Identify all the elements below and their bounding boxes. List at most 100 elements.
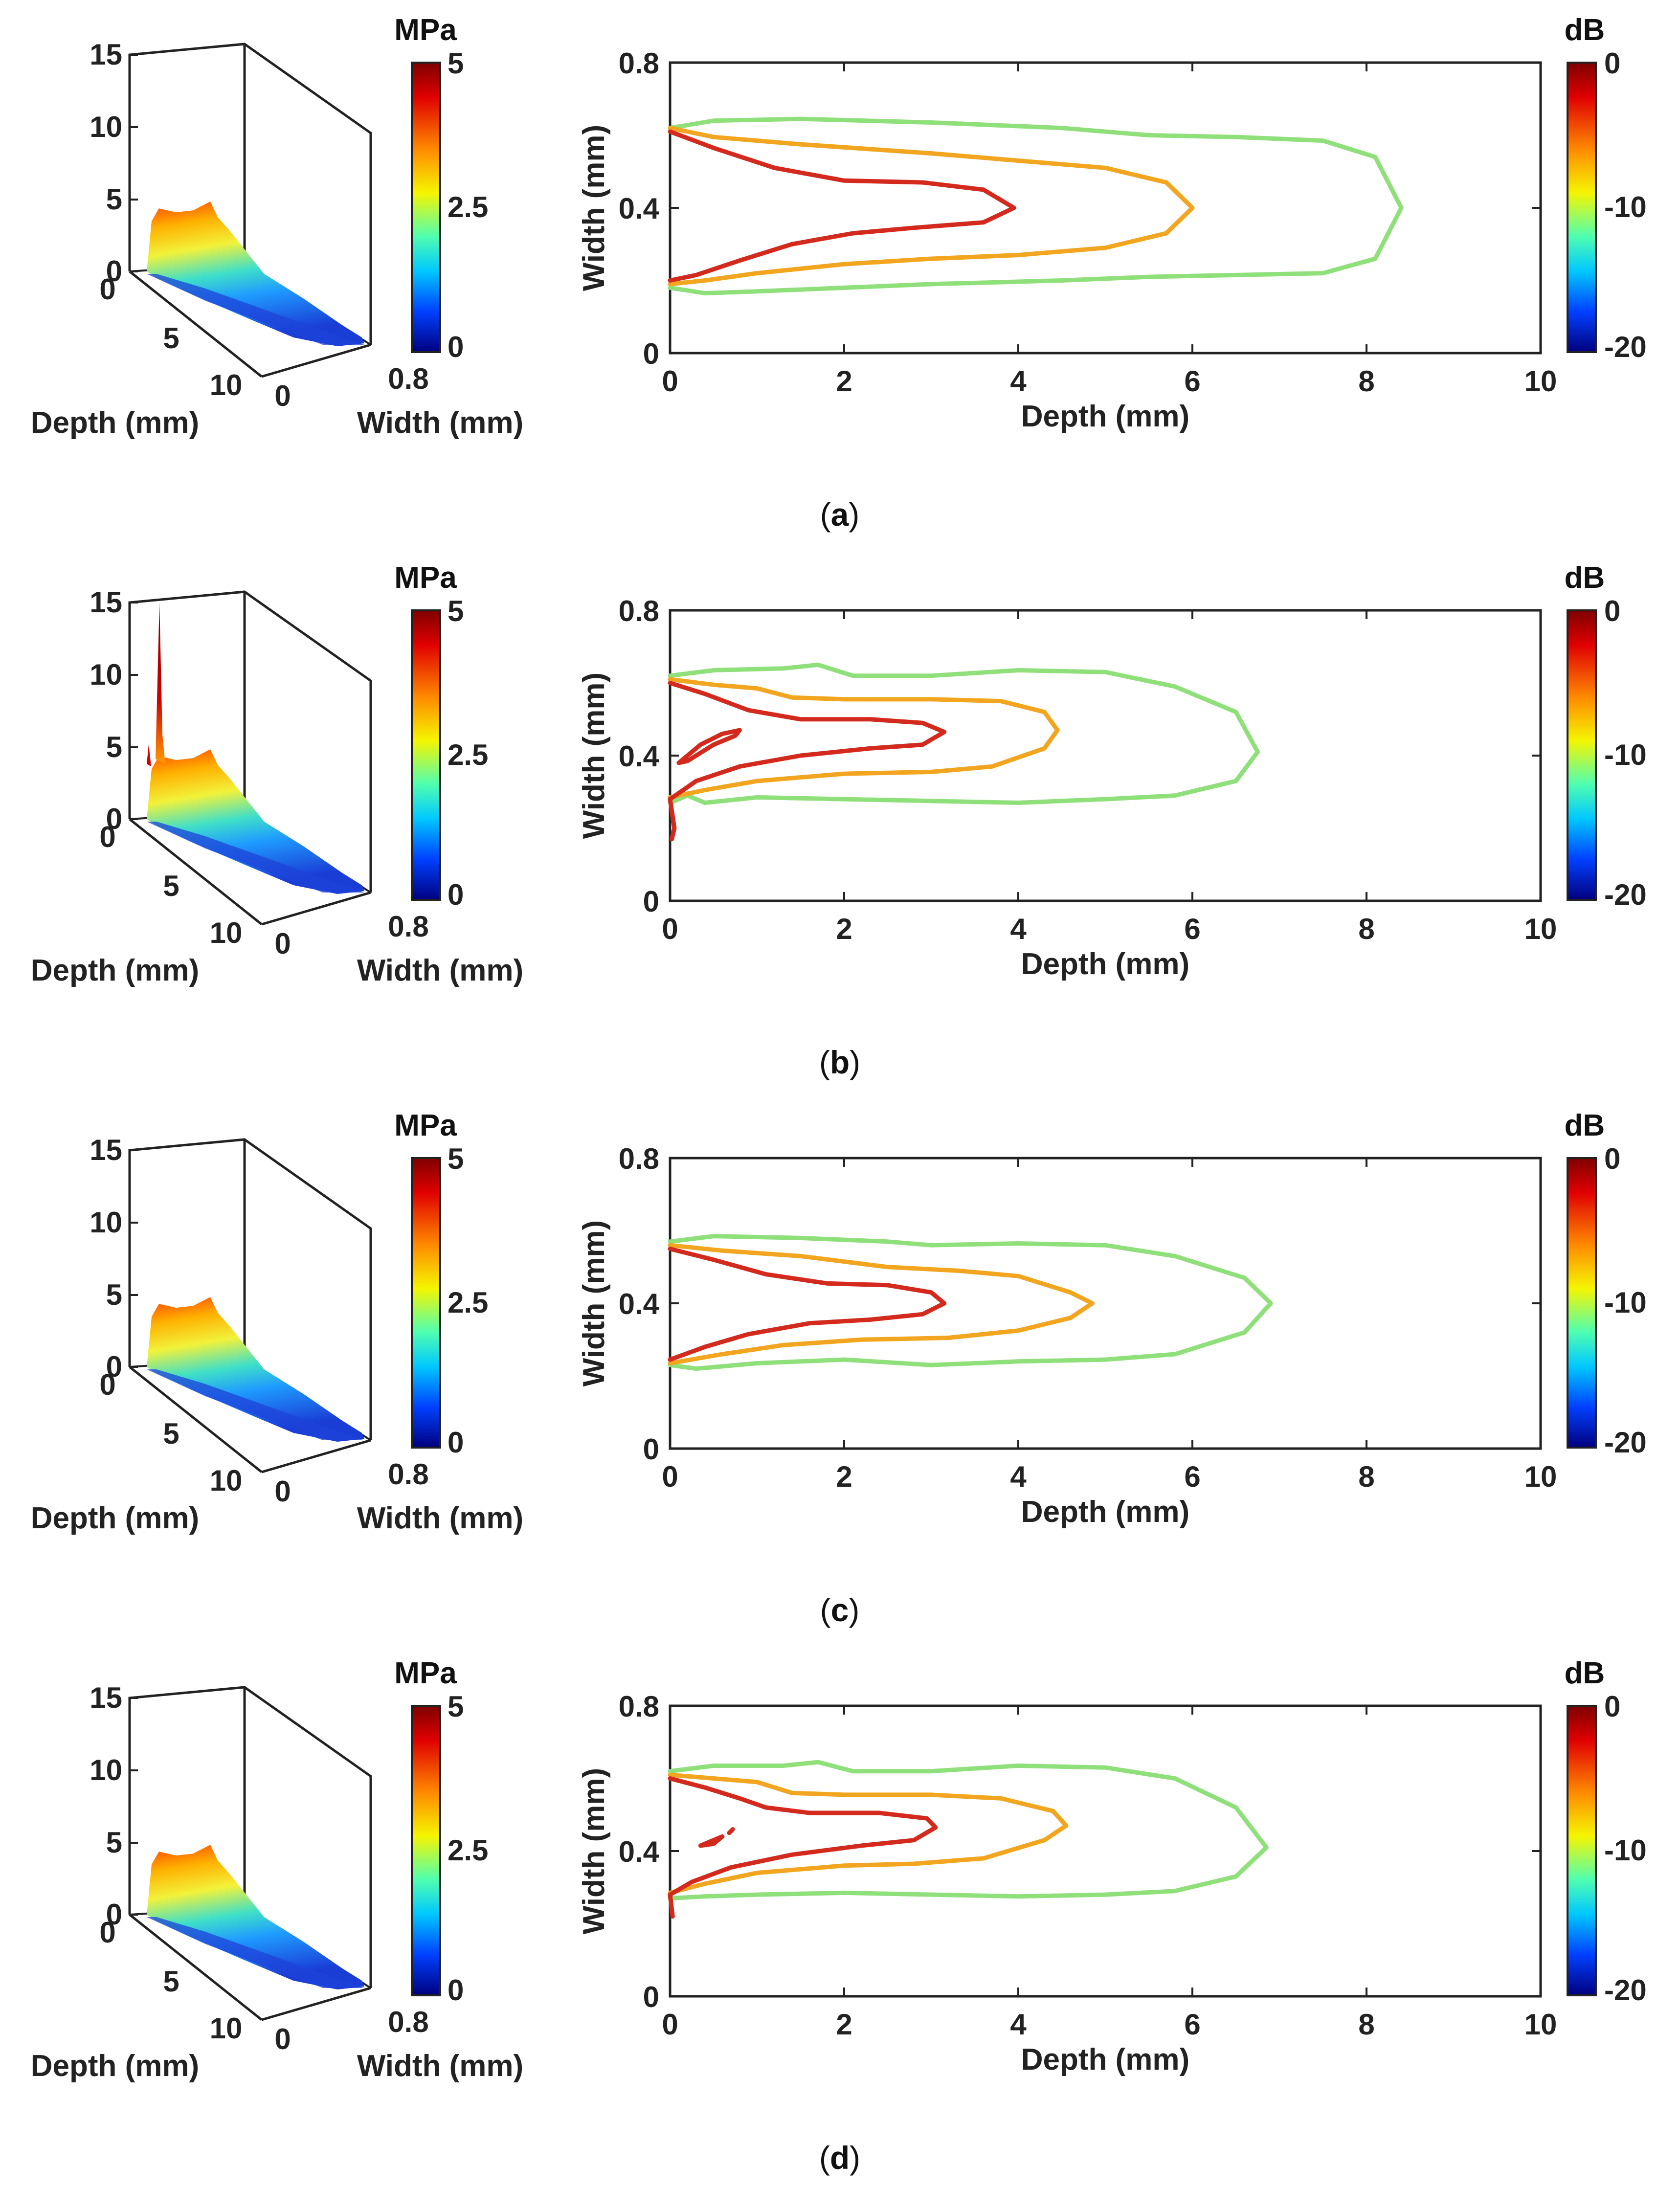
- z-tick-label: 5: [106, 731, 122, 763]
- z-tick-label: 15: [90, 38, 122, 71]
- z-tick-label: 10: [90, 1206, 122, 1239]
- colorbar-unit-label: MPa: [394, 561, 457, 595]
- x-tick-label: 0: [662, 1460, 678, 1493]
- db-colorbar-unit-label: dB: [1565, 1109, 1605, 1142]
- contour-line: [668, 1243, 1095, 1365]
- width-tick-label: 0.8: [388, 910, 428, 943]
- contour-xlabel: Depth (mm): [1021, 400, 1189, 433]
- width-tick-label: 0: [274, 927, 291, 960]
- x-tick-label: 2: [836, 1460, 852, 1493]
- surface-ylabel: Width (mm): [357, 406, 523, 440]
- contour-axes-frame: [669, 61, 1542, 355]
- width-axis: [261, 343, 371, 378]
- x-tick-label: 2: [836, 365, 852, 398]
- contour-line: [668, 116, 1404, 295]
- z-tick-label: 5: [106, 183, 122, 216]
- pressure-spike-minor: [147, 744, 151, 767]
- pressure-surface: [147, 201, 364, 346]
- colorbar-tick-label: 2.5: [448, 1286, 488, 1319]
- x-tick-label: 4: [1010, 2008, 1027, 2041]
- x-tick-label: 10: [1524, 2008, 1557, 2041]
- surface-ylabel: Width (mm): [357, 954, 523, 987]
- caption-b: (b): [819, 1044, 860, 1080]
- pressure-surface-floor: [147, 274, 364, 345]
- depth-tick-label: 0: [99, 821, 115, 853]
- x-tick-label: 10: [1524, 1460, 1557, 1493]
- y-tick-label: 0: [643, 1981, 659, 2013]
- colorbar-tick-label: 5: [448, 1690, 464, 1723]
- depth-axis: [129, 1914, 263, 2021]
- x-tick-label: 6: [1184, 1460, 1200, 1493]
- z-tick-label: 15: [90, 1134, 122, 1166]
- caption-c: (c): [820, 1592, 860, 1628]
- z-tick-label: 10: [90, 658, 122, 691]
- db-colorbar-unit-label: dB: [1565, 13, 1605, 47]
- depth-tick-label: 10: [210, 916, 243, 949]
- x-tick-label: 8: [1358, 365, 1374, 398]
- db-colorbar-tick-label: -10: [1604, 1286, 1647, 1319]
- colorbar-tick-label: 0: [448, 878, 464, 911]
- depth-tick-label: 0: [99, 1368, 115, 1401]
- contour-line: [668, 1234, 1273, 1371]
- z-tick-label: 0: [106, 255, 122, 288]
- x-tick-label: 2: [836, 2008, 852, 2041]
- depth-tick-label: 10: [210, 369, 243, 402]
- contour-xlabel: Depth (mm): [1021, 947, 1189, 981]
- contour-axes-frame: [669, 1157, 1542, 1450]
- width-tick-label: 0.8: [388, 1458, 428, 1491]
- pressure-surface-floor: [147, 822, 364, 893]
- contour-line: [668, 126, 1195, 287]
- contour-line: [668, 1760, 1269, 1900]
- y-tick-label: 0: [643, 337, 659, 370]
- depth-tick-label: 0: [99, 273, 115, 306]
- db-colorbar: [1567, 609, 1597, 901]
- db-colorbar-tick-label: -10: [1604, 1834, 1647, 1867]
- y-tick-label: 0.4: [619, 1835, 660, 1868]
- contour-line: [668, 1247, 947, 1362]
- contour-line: [668, 1776, 938, 1919]
- colorbar-tick-label: 5: [448, 1142, 464, 1175]
- pressure-surface-floor: [147, 1369, 364, 1440]
- width-axis: [261, 1987, 371, 2021]
- depth-axis: [129, 1366, 263, 1473]
- x-tick-label: 6: [1184, 2008, 1200, 2041]
- colorbar-unit-label: MPa: [394, 1656, 457, 1690]
- y-tick-label: 0: [643, 1433, 659, 1466]
- pressure-surface-floor: [147, 1917, 364, 1988]
- width-axis: [261, 891, 371, 926]
- depth-tick-label: 10: [210, 1464, 243, 1497]
- depth-tick-label: 10: [210, 2012, 243, 2045]
- surface-xlabel: Depth (mm): [31, 1501, 199, 1535]
- colorbar-tick-label: 5: [448, 595, 464, 627]
- depth-axis: [129, 818, 263, 925]
- pressure-colorbar: [411, 1705, 441, 1996]
- surface-xlabel: Depth (mm): [31, 2049, 199, 2083]
- contour-line: [698, 1834, 725, 1848]
- y-tick-label: 0.4: [619, 740, 660, 773]
- depth-tick-label: 5: [163, 1965, 179, 1998]
- width-tick-label: 0: [274, 1475, 291, 1508]
- x-tick-label: 2: [836, 913, 852, 945]
- db-colorbar-unit-label: dB: [1565, 561, 1605, 595]
- surface-xlabel: Depth (mm): [31, 406, 199, 440]
- x-tick-label: 0: [662, 913, 678, 945]
- x-tick-label: 8: [1358, 2008, 1374, 2041]
- surface-xlabel: Depth (mm): [31, 954, 199, 987]
- contour-line: [668, 662, 1260, 805]
- surface-ylabel: Width (mm): [357, 2049, 523, 2083]
- colorbar-tick-label: 5: [448, 47, 464, 80]
- colorbar-tick-label: 2.5: [448, 1834, 488, 1867]
- db-colorbar: [1567, 62, 1597, 353]
- colorbar-tick-label: 2.5: [448, 738, 488, 771]
- depth-tick-label: 5: [163, 322, 179, 355]
- contour-line: [668, 1772, 1069, 1895]
- width-tick-label: 0.8: [388, 362, 428, 395]
